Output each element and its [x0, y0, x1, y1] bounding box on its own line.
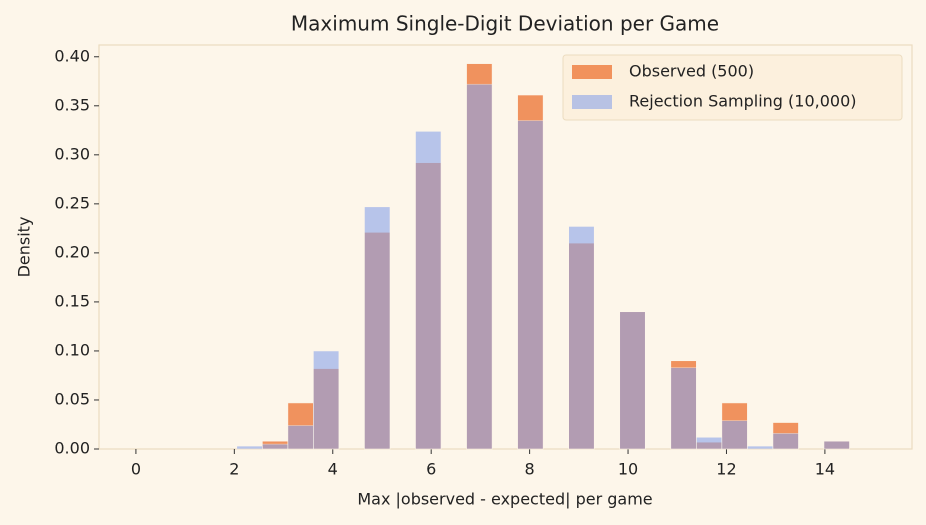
bar [313, 350, 340, 450]
x-tick-label: 0 [131, 460, 141, 479]
bar [415, 130, 442, 450]
legend-swatch [572, 65, 612, 79]
bar [696, 436, 723, 450]
legend-swatch [572, 95, 612, 109]
x-tick-label: 4 [328, 460, 338, 479]
bar [619, 311, 646, 450]
y-tick-label: 0.00 [54, 439, 90, 458]
y-tick-label: 0.25 [54, 193, 90, 212]
x-tick-label: 12 [716, 460, 736, 479]
x-tick-label: 8 [525, 460, 535, 479]
bar [517, 120, 544, 450]
y-tick-label: 0.10 [54, 340, 90, 359]
y-tick-label: 0.05 [54, 389, 90, 408]
x-axis-label: Max |observed - expected| per game [357, 490, 652, 509]
y-tick-label: 0.35 [54, 95, 90, 114]
y-tick-label: 0.20 [54, 242, 90, 261]
x-tick-label: 2 [229, 460, 239, 479]
bar [747, 445, 774, 450]
bar [721, 420, 748, 450]
y-tick-label: 0.15 [54, 291, 90, 310]
bar [364, 206, 391, 450]
bar [772, 433, 799, 450]
bar [236, 445, 263, 450]
y-tick-label: 0.40 [54, 46, 90, 65]
bar [287, 425, 314, 450]
x-tick-label: 6 [426, 460, 436, 479]
legend-label: Rejection Sampling (10,000) [629, 92, 857, 111]
y-tick-label: 0.30 [54, 144, 90, 163]
legend-box [562, 54, 903, 121]
x-tick-label: 14 [815, 460, 835, 479]
bar [568, 226, 595, 450]
bar [823, 440, 850, 450]
y-axis-label: Density [15, 217, 34, 278]
legend-label: Observed (500) [629, 62, 754, 81]
bar [670, 367, 697, 450]
bar [262, 443, 289, 450]
bar [466, 83, 493, 450]
x-tick-label: 10 [618, 460, 638, 479]
chart-title: Maximum Single-Digit Deviation per Game [291, 12, 719, 36]
